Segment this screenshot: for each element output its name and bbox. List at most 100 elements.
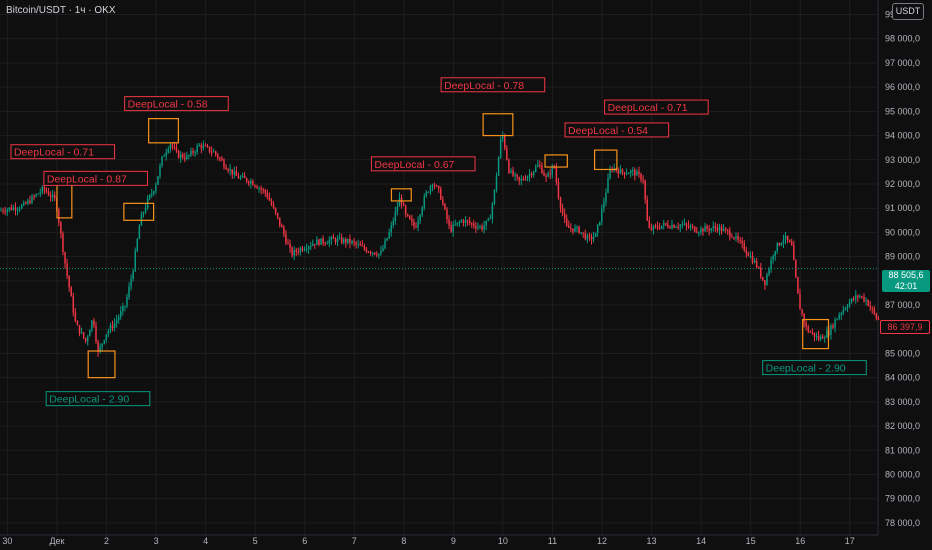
annotation-label: DeepLocal - 0.71 xyxy=(10,144,116,160)
price-axis[interactable]: 99 000,098 000,097 000,096 000,095 000,0… xyxy=(885,10,920,528)
candle-body xyxy=(834,320,836,328)
candle-body xyxy=(760,267,762,277)
candle-body xyxy=(636,171,638,176)
candle-body xyxy=(877,318,880,320)
candle-body xyxy=(252,181,254,186)
y-tick-label: 84 000,0 xyxy=(885,373,920,383)
candle-body xyxy=(425,192,428,197)
candle-body xyxy=(287,242,289,245)
candle-body xyxy=(805,322,807,327)
candle-body xyxy=(245,178,248,182)
candle-body xyxy=(25,202,27,204)
candle-body xyxy=(865,300,867,302)
candle-body xyxy=(206,145,209,147)
candle-body xyxy=(764,280,766,285)
candle-body xyxy=(528,173,531,177)
candle-body xyxy=(289,244,291,248)
candle-body xyxy=(644,180,646,200)
candle-body xyxy=(541,165,543,174)
candle-body xyxy=(144,207,147,213)
candle-body xyxy=(270,200,273,205)
candle-body xyxy=(272,204,275,208)
candle-body xyxy=(266,192,269,198)
candle-body xyxy=(848,301,851,307)
candle-body xyxy=(745,250,748,254)
candle-body xyxy=(786,235,789,241)
candle-body xyxy=(650,227,653,230)
candle-body xyxy=(524,179,527,181)
candle-body xyxy=(186,155,188,159)
x-tick-label: 13 xyxy=(647,536,657,546)
candle-body xyxy=(312,244,314,246)
candle-body xyxy=(704,226,706,232)
symbol-title: Bitcoin/USDT · 1ч · OKX xyxy=(6,5,116,16)
candle-body xyxy=(49,195,52,198)
candle-body xyxy=(539,164,541,166)
currency-button[interactable]: USDT xyxy=(892,3,924,20)
candle-body xyxy=(254,185,256,187)
candle-body xyxy=(177,150,180,158)
candle-body xyxy=(520,178,523,181)
candle-body xyxy=(351,241,353,244)
annotation-label-frame xyxy=(43,170,148,186)
candle-body xyxy=(790,242,793,246)
candle-body xyxy=(772,256,774,260)
candle-body xyxy=(716,227,719,231)
candle-body xyxy=(584,233,587,240)
candle-body xyxy=(437,185,440,189)
y-tick-label: 80 000,0 xyxy=(885,469,920,479)
annotation-label-text: DeepLocal - 0.58 xyxy=(128,99,208,111)
grid-lines xyxy=(0,0,879,536)
secondary-price-tag: 86 397,9 xyxy=(880,320,930,334)
annotation-label: DeepLocal - 0.67 xyxy=(370,156,476,172)
candle-body xyxy=(638,171,640,174)
x-tick-label: 17 xyxy=(845,536,855,546)
candle-body xyxy=(66,263,68,276)
candle-body xyxy=(221,158,223,161)
candle-body xyxy=(394,211,397,222)
candle-body xyxy=(62,233,64,253)
candle-body xyxy=(549,173,551,175)
candle-body xyxy=(268,197,271,201)
candle-body xyxy=(871,307,874,309)
candle-body xyxy=(691,226,694,228)
candle-body xyxy=(799,293,801,310)
candle-body xyxy=(749,255,752,257)
y-tick-label: 92 000,0 xyxy=(885,179,920,189)
candle-body xyxy=(142,212,145,215)
candle-body xyxy=(190,150,192,156)
y-tick-label: 93 000,0 xyxy=(885,155,920,165)
candle-body xyxy=(68,275,70,288)
candle-body xyxy=(485,220,487,226)
candle-body xyxy=(863,296,865,302)
candle-body xyxy=(501,135,504,140)
candle-body xyxy=(570,227,572,229)
candle-body xyxy=(283,227,285,235)
candle-body xyxy=(326,243,328,245)
time-axis[interactable]: 30 Дек 2 3 4 5 6 7 8 9 10 11 12 13 14 15 16 17 xyxy=(2,536,854,546)
candle-body xyxy=(516,174,518,177)
candle-body xyxy=(464,220,467,224)
candle-body xyxy=(475,226,477,229)
candle-body xyxy=(58,209,60,223)
annotation-label-text: DeepLocal - 0.71 xyxy=(608,102,688,114)
candle-body xyxy=(861,296,863,298)
candle-body xyxy=(29,200,31,204)
candle-body xyxy=(776,242,779,251)
candle-body xyxy=(210,151,213,153)
candle-body xyxy=(31,196,33,204)
x-tick-label: 10 xyxy=(498,536,508,546)
last-price-value: 88 505,6 xyxy=(888,270,924,280)
candle-body xyxy=(793,245,795,261)
bar-countdown: 42:01 xyxy=(894,281,918,291)
candle-body xyxy=(460,220,463,223)
candle-body xyxy=(801,309,803,314)
candle-body xyxy=(113,322,116,328)
candle-body xyxy=(74,312,77,322)
candle-body xyxy=(64,252,66,264)
candle-body xyxy=(417,220,419,228)
candle-body xyxy=(237,175,240,179)
x-tick-label: Дек xyxy=(49,536,64,546)
candle-body xyxy=(355,242,357,245)
